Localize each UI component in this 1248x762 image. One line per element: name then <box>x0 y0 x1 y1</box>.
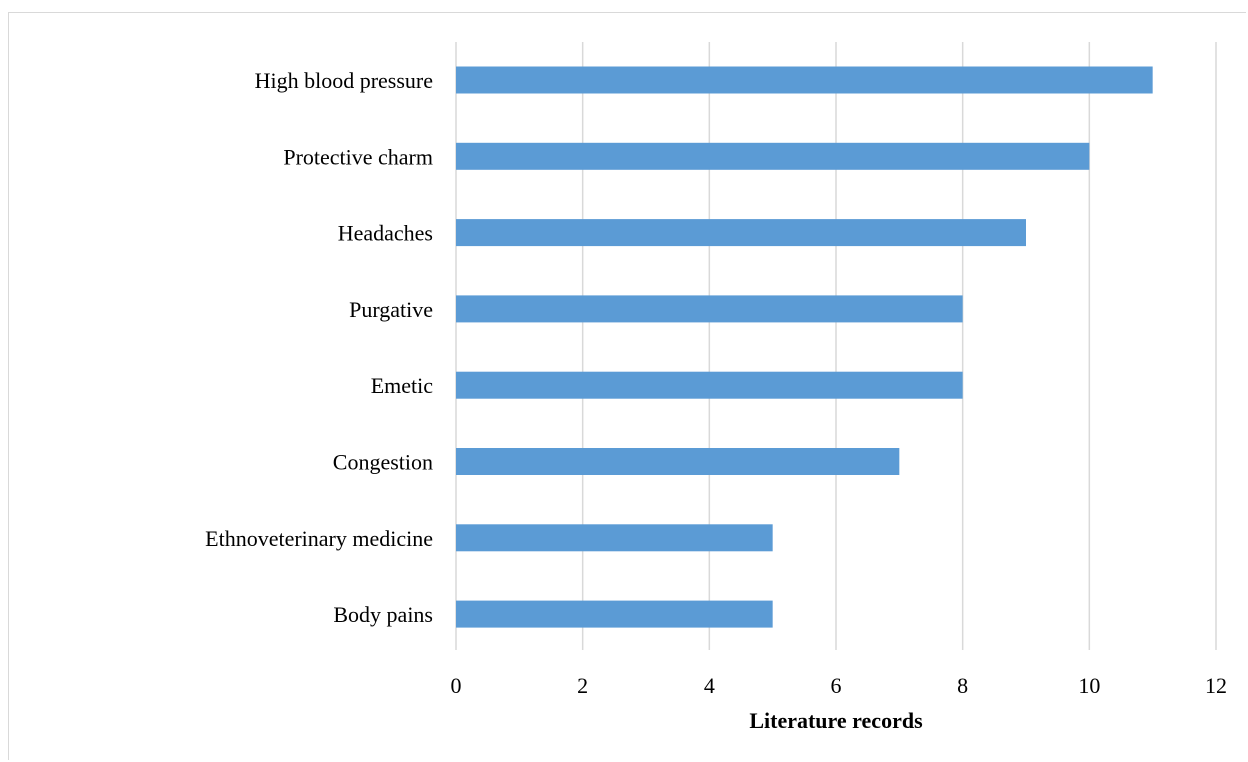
category-label: Protective charm <box>283 144 433 169</box>
x-tick-label: 0 <box>451 673 462 698</box>
bar <box>456 142 1090 170</box>
x-axis-title: Literature records <box>749 708 923 733</box>
bar <box>456 448 900 475</box>
x-tick-label: 10 <box>1078 673 1100 698</box>
bars <box>456 66 1153 628</box>
x-tick-label: 2 <box>577 673 588 698</box>
gridlines <box>455 42 1217 650</box>
category-label: Ethnoveterinary medicine <box>205 526 433 551</box>
x-tick-label: 6 <box>831 673 842 698</box>
chart-frame <box>8 12 1246 760</box>
bar <box>456 371 963 399</box>
category-label: Purgative <box>349 297 433 322</box>
bar <box>456 524 773 552</box>
bar <box>456 600 773 628</box>
x-tick-label: 4 <box>704 673 715 698</box>
bar <box>456 219 1026 247</box>
bar <box>456 295 963 323</box>
x-tick-labels: 0 2 4 6 8 10 12 <box>451 673 1228 698</box>
bar <box>456 66 1153 94</box>
category-label: Headaches <box>338 221 433 246</box>
category-label: Body pains <box>333 602 433 627</box>
x-tick-label: 8 <box>957 673 968 698</box>
category-labels: High blood pressure Protective charm Heada… <box>205 68 433 627</box>
category-label: Congestion <box>333 450 433 475</box>
category-label: High blood pressure <box>255 68 433 93</box>
category-label: Emetic <box>371 373 434 398</box>
x-tick-label: 12 <box>1205 673 1227 698</box>
